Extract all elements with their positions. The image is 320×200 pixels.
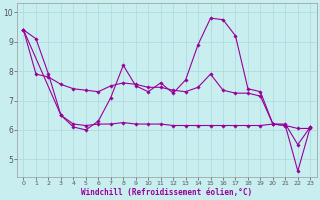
X-axis label: Windchill (Refroidissement éolien,°C): Windchill (Refroidissement éolien,°C): [81, 188, 252, 197]
